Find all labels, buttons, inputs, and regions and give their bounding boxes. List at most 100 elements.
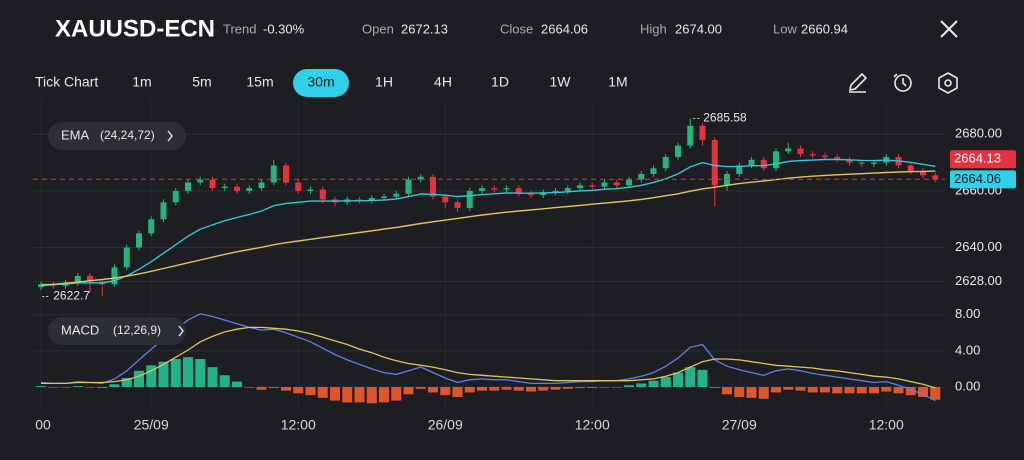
- candle-body: [87, 275, 93, 282]
- histogram-bar: [330, 387, 340, 401]
- interval[interactable]: 4H: [434, 74, 452, 90]
- candle-body: [417, 176, 424, 180]
- candle-body: [172, 190, 179, 203]
- histogram-bar: [930, 387, 941, 400]
- stat-label: Close: [500, 21, 533, 36]
- low-label: 2622.7: [53, 289, 90, 303]
- candle-body: [748, 159, 755, 166]
- candle-body: [773, 151, 779, 169]
- candle-body: [785, 148, 792, 152]
- histogram-bar: [391, 387, 402, 401]
- candle-body: [564, 188, 571, 191]
- settings-icon[interactable]: [938, 72, 958, 94]
- candle-body: [197, 179, 204, 183]
- x-tick-label: 00: [35, 417, 51, 433]
- macd-pill[interactable]: MACD (12,26,9): [48, 317, 186, 345]
- stat-label: Low: [773, 21, 797, 36]
- interval[interactable]: 1W: [550, 74, 572, 90]
- histogram-bar: [109, 384, 120, 388]
- interval[interactable]: 30m: [307, 74, 334, 90]
- candle-body: [38, 284, 44, 288]
- candle-body: [871, 162, 877, 165]
- x-tick-label: 26/09: [428, 417, 463, 433]
- candle-body: [650, 168, 657, 174]
- candle-body: [687, 125, 694, 146]
- histogram-bar: [832, 387, 843, 394]
- candle-body: [675, 145, 681, 157]
- candle-body: [711, 139, 718, 186]
- candle-body: [503, 188, 510, 190]
- histogram-bar: [587, 387, 598, 388]
- candle-body: [185, 182, 191, 191]
- macd: [36, 313, 941, 404]
- histogram-bar: [134, 370, 144, 388]
- histogram-bar: [783, 387, 794, 390]
- histogram-bar: [526, 387, 536, 392]
- high-label: 2685.58: [703, 111, 747, 125]
- histogram-bar: [624, 385, 634, 388]
- candle-body: [258, 182, 265, 189]
- interval[interactable]: 1H: [375, 74, 393, 90]
- candle-body: [491, 188, 498, 190]
- histogram-bar: [513, 387, 524, 391]
- interval[interactable]: 1m: [132, 74, 151, 90]
- candle-body: [797, 148, 804, 155]
- y-tick-label: 8.00: [955, 306, 980, 321]
- ema-line: [41, 158, 936, 286]
- candle-body: [626, 179, 632, 186]
- candle-body: [405, 179, 412, 194]
- histogram-bar: [856, 387, 867, 394]
- price-label: 2664.06: [954, 171, 1001, 186]
- histogram-bar: [440, 387, 451, 396]
- histogram-bar: [746, 387, 757, 398]
- indicator-params: (12,26,9): [113, 323, 161, 337]
- interval[interactable]: 5m: [192, 74, 211, 90]
- symbol: XAUUSD-ECN: [55, 15, 215, 42]
- price-box: [950, 170, 1016, 189]
- stat-value: 2664.06: [541, 21, 588, 36]
- candle-body: [295, 182, 302, 191]
- histogram-bar: [268, 387, 279, 388]
- stat-value: 2674.00: [675, 21, 722, 36]
- interval[interactable]: 1M: [608, 74, 627, 90]
- histogram-bar: [158, 361, 169, 388]
- candle-body: [858, 162, 865, 165]
- candle-body: [920, 171, 926, 176]
- draw-icon[interactable]: [848, 72, 868, 93]
- histogram-bar: [918, 387, 928, 397]
- macd-line: [40, 313, 936, 402]
- histogram-bar: [256, 387, 267, 390]
- candle-body: [540, 192, 547, 196]
- candle-body: [111, 267, 118, 285]
- candle-body: [638, 173, 645, 180]
- interval[interactable]: 1D: [491, 74, 509, 90]
- ema-line: [40, 170, 936, 287]
- histogram-bar: [697, 369, 708, 388]
- close-button[interactable]: [940, 20, 958, 38]
- ema-pill[interactable]: EMA (24,24,72): [48, 122, 186, 150]
- histogram-bar: [722, 387, 732, 395]
- histogram-bar: [807, 387, 818, 393]
- histogram-bar: [758, 387, 769, 399]
- indicator-params: (24,24,72): [100, 128, 155, 142]
- candle-body: [123, 247, 130, 268]
- candle-body: [907, 165, 914, 172]
- stat-value: 2660.94: [801, 21, 848, 36]
- histogram-bar: [660, 377, 671, 388]
- histogram-bar: [771, 387, 781, 393]
- candle-body: [442, 196, 449, 203]
- histogram-bar: [452, 387, 463, 397]
- histogram-bar: [905, 387, 916, 396]
- histogram-bar: [734, 387, 745, 397]
- histogram-bar: [170, 359, 181, 388]
- tick-chart[interactable]: Tick Chart: [35, 74, 98, 90]
- histogram-bar: [85, 387, 95, 388]
- histogram-bar: [428, 387, 438, 393]
- interval[interactable]: 15m: [246, 74, 273, 90]
- histogram-bar: [844, 387, 855, 394]
- histogram-bar: [562, 387, 573, 389]
- x-tick-label: 12:00: [281, 417, 316, 433]
- histogram-bar: [244, 387, 255, 388]
- timer-icon[interactable]: [893, 73, 912, 92]
